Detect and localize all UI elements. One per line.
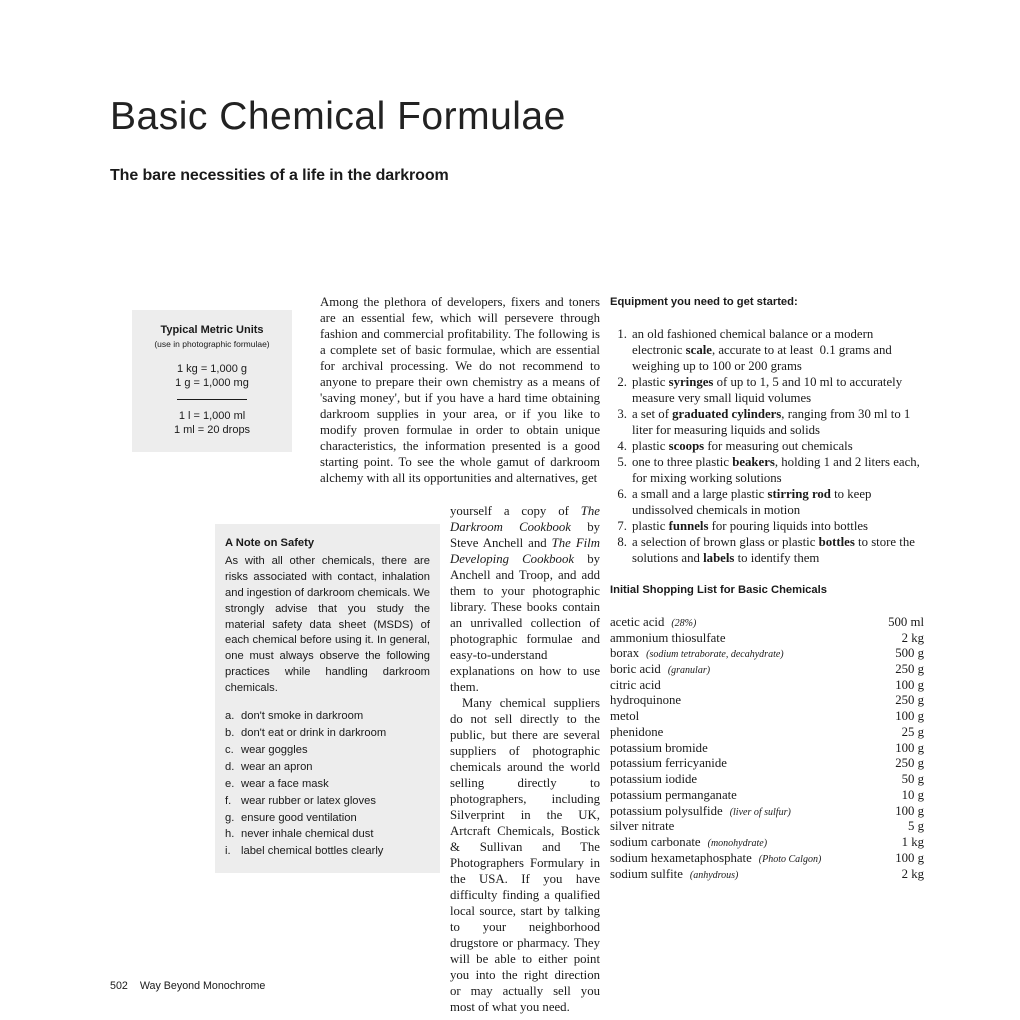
book-title: Way Beyond Monochrome bbox=[140, 980, 266, 992]
page-subtitle: The bare necessities of a life in the da… bbox=[110, 167, 935, 185]
shop-item: acetic acid(28%)500 ml bbox=[610, 615, 924, 631]
units-l3: 1 l = 1,000 ml bbox=[142, 410, 282, 422]
shop-item: metol100 g bbox=[610, 709, 924, 725]
shop-item: borax(sodium tetraborate, decahydrate)50… bbox=[610, 646, 924, 662]
shop-item: sodium sulfite(anhydrous)2 kg bbox=[610, 867, 924, 883]
safety-item: h.never inhale chemical dust bbox=[225, 827, 430, 843]
safety-body: As with all other chemicals, there are r… bbox=[225, 554, 430, 697]
content-container: Typical Metric Units (use in photographi… bbox=[110, 295, 935, 915]
units-divider bbox=[177, 399, 247, 400]
shop-item: hydroquinone250 g bbox=[610, 693, 924, 709]
equip-item: 3.a set of graduated cylinders, ranging … bbox=[610, 407, 924, 439]
shop-item: sodium hexametaphosphate(Photo Calgon)10… bbox=[610, 851, 924, 867]
shop-item: potassium polysulfide(liver of sulfur)10… bbox=[610, 804, 924, 820]
shop-item: potassium bromide100 g bbox=[610, 741, 924, 757]
safety-item: b.don't eat or drink in darkroom bbox=[225, 726, 430, 742]
right-column: Equipment you need to get started: 1.an … bbox=[610, 295, 924, 882]
equip-list: 1.an old fashioned chemical balance or a… bbox=[610, 327, 924, 567]
safety-item: d.wear an apron bbox=[225, 760, 430, 776]
units-subheading: (use in photographic formulae) bbox=[142, 339, 282, 349]
main-text-wide: Among the plethora of developers, fixers… bbox=[320, 295, 600, 487]
safety-item: a.don't smoke in darkroom bbox=[225, 709, 430, 725]
shop-item: boric acid(granular)250 g bbox=[610, 662, 924, 678]
main-text-narrow: yourself a copy of The Darkroom Cookbook… bbox=[450, 504, 600, 1016]
equip-item: 2.plastic syringes of up to 1, 5 and 10 … bbox=[610, 375, 924, 407]
shop-item: citric acid100 g bbox=[610, 678, 924, 694]
shop-item: potassium iodide50 g bbox=[610, 772, 924, 788]
safety-box: A Note on Safety As with all other chemi… bbox=[215, 524, 440, 873]
equip-item: 5.one to three plastic beakers, holding … bbox=[610, 455, 924, 487]
page-number: 502 bbox=[110, 980, 128, 992]
shop-item: sodium carbonate(monohydrate)1 kg bbox=[610, 835, 924, 851]
equip-item: 8.a selection of brown glass or plastic … bbox=[610, 535, 924, 567]
main-p2: yourself a copy of The Darkroom Cookbook… bbox=[450, 504, 600, 696]
equip-item: 1.an old fashioned chemical balance or a… bbox=[610, 327, 924, 375]
safety-item: i.label chemical bottles clearly bbox=[225, 844, 430, 860]
units-heading: Typical Metric Units bbox=[142, 324, 282, 336]
safety-heading: A Note on Safety bbox=[225, 536, 430, 552]
equip-item: 4.plastic scoops for measuring out chemi… bbox=[610, 439, 924, 455]
shop-item: potassium permanganate10 g bbox=[610, 788, 924, 804]
units-l4: 1 ml = 20 drops bbox=[142, 424, 282, 436]
page-footer: 502 Way Beyond Monochrome bbox=[110, 980, 265, 992]
safety-item: e.wear a face mask bbox=[225, 777, 430, 793]
units-l1: 1 kg = 1,000 g bbox=[142, 363, 282, 375]
shop-item: phenidone25 g bbox=[610, 725, 924, 741]
units-box: Typical Metric Units (use in photographi… bbox=[132, 310, 292, 452]
safety-list: a.don't smoke in darkroomb.don't eat or … bbox=[225, 709, 430, 860]
units-l2: 1 g = 1,000 mg bbox=[142, 377, 282, 389]
safety-item: c.wear goggles bbox=[225, 743, 430, 759]
page-title: Basic Chemical Formulae bbox=[110, 95, 935, 139]
equip-item: 6.a small and a large plastic stirring r… bbox=[610, 487, 924, 519]
main-p1: Among the plethora of developers, fixers… bbox=[320, 295, 600, 487]
equip-heading: Equipment you need to get started: bbox=[610, 295, 924, 309]
main-p3: Many chemical suppliers do not sell dire… bbox=[450, 696, 600, 1016]
equip-item: 7.plastic funnels for pouring liquids in… bbox=[610, 519, 924, 535]
safety-item: g.ensure good ventilation bbox=[225, 811, 430, 827]
shop-list: acetic acid(28%)500 mlammonium thiosulfa… bbox=[610, 615, 924, 882]
shop-heading: Initial Shopping List for Basic Chemical… bbox=[610, 583, 924, 597]
safety-item: f.wear rubber or latex gloves bbox=[225, 794, 430, 810]
shop-item: potassium ferricyanide250 g bbox=[610, 756, 924, 772]
shop-item: ammonium thiosulfate2 kg bbox=[610, 631, 924, 647]
shop-item: silver nitrate5 g bbox=[610, 819, 924, 835]
